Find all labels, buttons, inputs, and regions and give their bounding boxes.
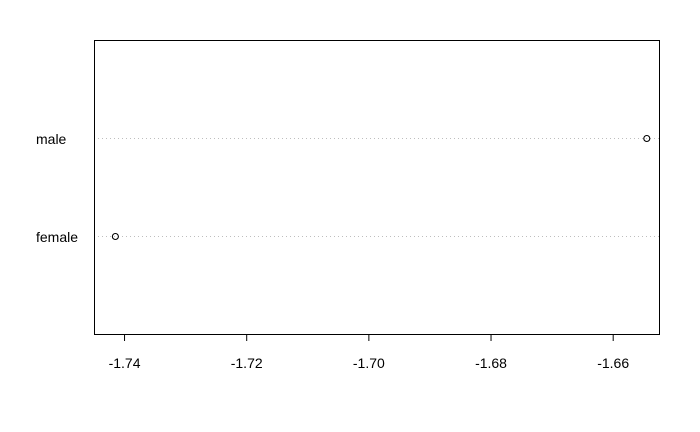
data-point-male: [643, 134, 651, 143]
x-tick-label: -1.70: [353, 355, 385, 371]
x-tick-label: -1.72: [231, 355, 263, 371]
category-labels: female male: [36, 131, 78, 245]
category-label-male: male: [36, 131, 67, 147]
x-tick-label: -1.74: [109, 355, 141, 371]
category-label-female: female: [36, 229, 78, 245]
x-tick-label: -1.66: [597, 355, 629, 371]
x-tick-label: -1.68: [475, 355, 507, 371]
data-point-female: [111, 232, 119, 241]
x-axis: -1.74 -1.72 -1.70 -1.68 -1.66: [109, 334, 629, 371]
data-points: [111, 134, 651, 241]
